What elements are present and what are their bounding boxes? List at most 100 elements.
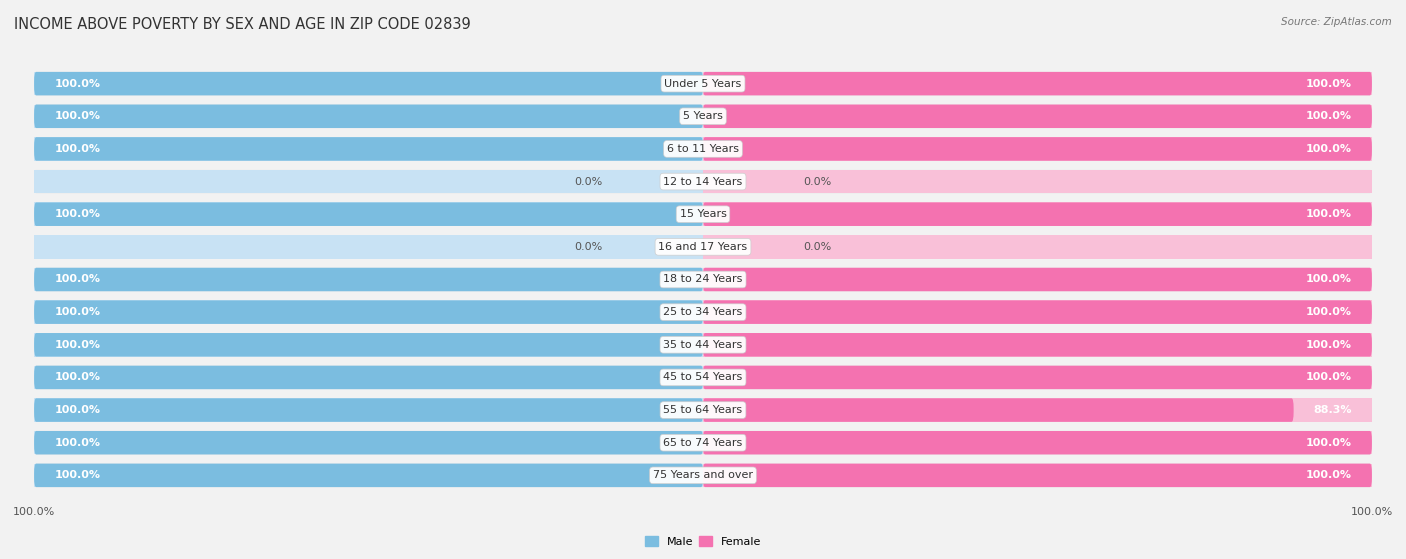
FancyBboxPatch shape — [703, 268, 1372, 291]
FancyBboxPatch shape — [34, 463, 1372, 487]
FancyBboxPatch shape — [703, 72, 1372, 96]
FancyBboxPatch shape — [34, 463, 703, 487]
FancyBboxPatch shape — [703, 170, 1372, 193]
FancyBboxPatch shape — [34, 268, 703, 291]
Text: 100.0%: 100.0% — [1306, 79, 1351, 89]
FancyBboxPatch shape — [703, 300, 1372, 324]
FancyBboxPatch shape — [34, 431, 703, 454]
FancyBboxPatch shape — [34, 137, 703, 160]
Text: 100.0%: 100.0% — [1306, 111, 1351, 121]
FancyBboxPatch shape — [34, 170, 1372, 193]
FancyBboxPatch shape — [34, 399, 703, 422]
Text: 100.0%: 100.0% — [55, 307, 100, 317]
Text: 100.0%: 100.0% — [55, 372, 100, 382]
FancyBboxPatch shape — [34, 268, 703, 291]
FancyBboxPatch shape — [34, 235, 703, 259]
FancyBboxPatch shape — [703, 268, 1372, 291]
FancyBboxPatch shape — [703, 431, 1372, 454]
FancyBboxPatch shape — [703, 137, 1372, 160]
Text: 55 to 64 Years: 55 to 64 Years — [664, 405, 742, 415]
Text: 100.0%: 100.0% — [55, 274, 100, 285]
Text: 75 Years and over: 75 Years and over — [652, 470, 754, 480]
Text: 65 to 74 Years: 65 to 74 Years — [664, 438, 742, 448]
FancyBboxPatch shape — [34, 72, 1372, 96]
FancyBboxPatch shape — [703, 333, 1372, 357]
Text: 100.0%: 100.0% — [1306, 340, 1351, 350]
FancyBboxPatch shape — [34, 366, 703, 389]
Text: 100.0%: 100.0% — [55, 79, 100, 89]
FancyBboxPatch shape — [34, 366, 703, 389]
FancyBboxPatch shape — [34, 268, 1372, 291]
FancyBboxPatch shape — [34, 235, 1372, 259]
FancyBboxPatch shape — [703, 366, 1372, 389]
Text: 100.0%: 100.0% — [55, 111, 100, 121]
FancyBboxPatch shape — [34, 202, 703, 226]
Text: 100.0%: 100.0% — [55, 340, 100, 350]
FancyBboxPatch shape — [34, 105, 703, 128]
FancyBboxPatch shape — [703, 72, 1372, 96]
FancyBboxPatch shape — [703, 137, 1372, 160]
FancyBboxPatch shape — [34, 333, 1372, 357]
Text: Under 5 Years: Under 5 Years — [665, 79, 741, 89]
Text: 100.0%: 100.0% — [55, 405, 100, 415]
FancyBboxPatch shape — [34, 431, 1372, 454]
Text: 100.0%: 100.0% — [1306, 144, 1351, 154]
FancyBboxPatch shape — [703, 235, 1372, 259]
FancyBboxPatch shape — [34, 463, 703, 487]
FancyBboxPatch shape — [703, 399, 1294, 422]
Text: 0.0%: 0.0% — [575, 177, 603, 187]
FancyBboxPatch shape — [703, 105, 1372, 128]
FancyBboxPatch shape — [703, 333, 1372, 357]
Text: 100.0%: 100.0% — [1306, 438, 1351, 448]
Text: 100.0%: 100.0% — [1306, 274, 1351, 285]
Text: 25 to 34 Years: 25 to 34 Years — [664, 307, 742, 317]
Text: 100.0%: 100.0% — [1306, 372, 1351, 382]
Text: Source: ZipAtlas.com: Source: ZipAtlas.com — [1281, 17, 1392, 27]
FancyBboxPatch shape — [34, 137, 1372, 160]
Text: 100.0%: 100.0% — [55, 438, 100, 448]
Text: 100.0%: 100.0% — [55, 209, 100, 219]
FancyBboxPatch shape — [34, 300, 703, 324]
FancyBboxPatch shape — [34, 202, 703, 226]
Text: 18 to 24 Years: 18 to 24 Years — [664, 274, 742, 285]
Text: 100.0%: 100.0% — [55, 470, 100, 480]
Text: 15 Years: 15 Years — [679, 209, 727, 219]
Text: 100.0%: 100.0% — [1306, 307, 1351, 317]
FancyBboxPatch shape — [34, 431, 703, 454]
FancyBboxPatch shape — [34, 202, 1372, 226]
FancyBboxPatch shape — [703, 463, 1372, 487]
Text: 0.0%: 0.0% — [803, 242, 831, 252]
Text: INCOME ABOVE POVERTY BY SEX AND AGE IN ZIP CODE 02839: INCOME ABOVE POVERTY BY SEX AND AGE IN Z… — [14, 17, 471, 32]
FancyBboxPatch shape — [703, 399, 1372, 422]
FancyBboxPatch shape — [34, 300, 703, 324]
FancyBboxPatch shape — [703, 463, 1372, 487]
FancyBboxPatch shape — [703, 300, 1372, 324]
FancyBboxPatch shape — [703, 431, 1372, 454]
FancyBboxPatch shape — [34, 399, 703, 422]
Text: 100.0%: 100.0% — [55, 144, 100, 154]
Text: 45 to 54 Years: 45 to 54 Years — [664, 372, 742, 382]
FancyBboxPatch shape — [34, 399, 1372, 422]
Text: 100.0%: 100.0% — [1306, 470, 1351, 480]
FancyBboxPatch shape — [34, 72, 703, 96]
FancyBboxPatch shape — [703, 202, 1372, 226]
FancyBboxPatch shape — [34, 105, 1372, 128]
FancyBboxPatch shape — [34, 72, 703, 96]
Text: 6 to 11 Years: 6 to 11 Years — [666, 144, 740, 154]
Text: 100.0%: 100.0% — [1306, 209, 1351, 219]
Text: 0.0%: 0.0% — [575, 242, 603, 252]
Text: 12 to 14 Years: 12 to 14 Years — [664, 177, 742, 187]
Text: 88.3%: 88.3% — [1313, 405, 1351, 415]
Text: 5 Years: 5 Years — [683, 111, 723, 121]
FancyBboxPatch shape — [703, 202, 1372, 226]
FancyBboxPatch shape — [34, 137, 703, 160]
FancyBboxPatch shape — [703, 105, 1372, 128]
FancyBboxPatch shape — [34, 105, 703, 128]
Legend: Male, Female: Male, Female — [640, 532, 766, 551]
FancyBboxPatch shape — [34, 366, 1372, 389]
Text: 35 to 44 Years: 35 to 44 Years — [664, 340, 742, 350]
FancyBboxPatch shape — [34, 333, 703, 357]
Text: 0.0%: 0.0% — [803, 177, 831, 187]
FancyBboxPatch shape — [34, 333, 703, 357]
FancyBboxPatch shape — [34, 300, 1372, 324]
